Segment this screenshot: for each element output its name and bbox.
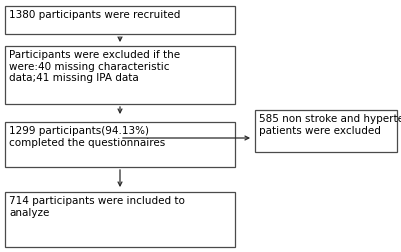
Bar [5, 192, 235, 247]
Text: Participants were excluded if the
were:40 missing characteristic
data;41 missing: Participants were excluded if the were:4… [9, 50, 180, 83]
Bar [5, 122, 235, 167]
Text: 1380 participants were recruited: 1380 participants were recruited [9, 10, 180, 20]
Text: 714 participants were included to
analyze: 714 participants were included to analyz… [9, 196, 185, 217]
Text: 1299 participants(94.13%)
completed the questionnaires: 1299 participants(94.13%) completed the … [9, 126, 165, 148]
Bar [5, 6, 235, 34]
Bar [5, 46, 235, 104]
Bar [255, 110, 397, 152]
Text: 585 non stroke and hypertension
patients were excluded: 585 non stroke and hypertension patients… [259, 114, 401, 136]
